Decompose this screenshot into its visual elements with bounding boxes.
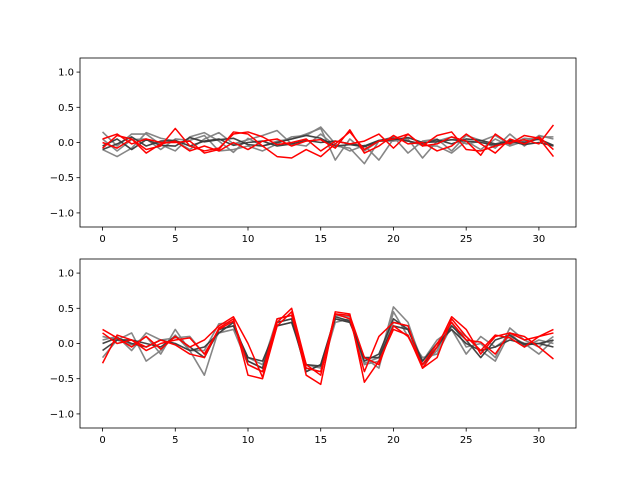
x-tick-label: 30 [533,234,546,245]
y-tick-label: 1.0 [58,269,74,280]
y-tick-label: −1.0 [50,409,74,420]
series-group [101,306,555,386]
series-line-red-7 [102,129,554,154]
series-line-dark-4 [102,136,554,151]
y-tick-label: 1.0 [58,68,74,79]
top-subplot: 0 5 10 15 20 25 30 −1.0 −0.5 0.0 0.5 1.0 [50,57,577,245]
x-tick-label: 25 [460,234,473,245]
x-tick-label: 10 [242,234,255,245]
series-line-red-6 [102,127,555,158]
y-tick-label: −0.5 [50,374,74,385]
series-line-red-7 [102,313,554,373]
x-tick-label: 25 [460,435,473,446]
series-line-gray-2 [102,126,554,161]
series-line-red-6 [101,311,554,386]
x-tick-label: 5 [172,234,178,245]
x-tick-label: 30 [533,435,546,446]
series-group [101,124,555,165]
x-tick-label: 20 [387,435,400,446]
x-tick-label: 15 [314,435,327,446]
bottom-subplot: 0 5 10 15 20 25 30 −1.0 −0.5 0.0 0.5 1.0 [50,258,577,446]
y-tick-label: 0.0 [58,339,74,350]
y-tick-label: −1.0 [50,208,74,219]
x-tick-label: 5 [172,435,178,446]
x-tick-label: 15 [314,234,327,245]
y-tick-label: 0.0 [58,138,74,149]
y-tick-label: −0.5 [50,173,74,184]
x-tick-label: 0 [99,234,105,245]
x-tick-label: 20 [387,234,400,245]
y-tick-label: 0.5 [58,304,74,315]
x-tick-label: 10 [242,435,255,446]
y-tick-label: 0.5 [58,103,74,114]
x-tick-label: 0 [99,435,105,446]
